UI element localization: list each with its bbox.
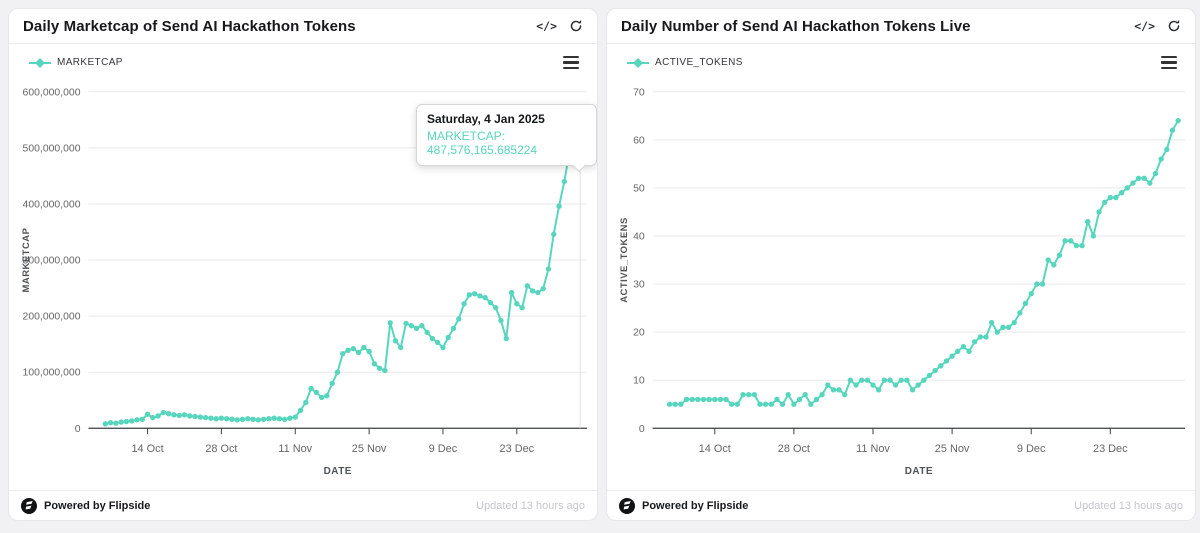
powered-by-label: Powered by Flipside	[642, 499, 749, 512]
svg-text:28 Oct: 28 Oct	[778, 443, 810, 455]
hamburger-menu-icon[interactable]	[1159, 54, 1179, 71]
refresh-icon[interactable]	[1167, 19, 1181, 33]
svg-text:600,000,000: 600,000,000	[23, 87, 81, 98]
svg-text:14 Oct: 14 Oct	[699, 443, 731, 455]
chart-title: Daily Number of Send AI Hackathon Tokens…	[621, 17, 971, 35]
svg-text:11 Nov: 11 Nov	[278, 443, 312, 455]
marketcap-chart-card: Daily Marketcap of Send AI Hackathon Tok…	[8, 8, 598, 521]
svg-text:100,000,000: 100,000,000	[23, 368, 81, 379]
line-series	[104, 150, 582, 425]
svg-text:30: 30	[633, 280, 645, 291]
svg-text:DATE: DATE	[324, 466, 352, 477]
svg-text:23 Dec: 23 Dec	[500, 443, 535, 455]
code-icon[interactable]: </>	[536, 19, 557, 33]
powered-by-label: Powered by Flipside	[44, 499, 151, 512]
flipside-logo-icon	[21, 497, 37, 514]
card-header: Daily Number of Send AI Hackathon Tokens…	[607, 9, 1195, 44]
svg-text:500,000,000: 500,000,000	[23, 143, 81, 154]
svg-text:70: 70	[633, 87, 645, 98]
svg-text:25 Nov: 25 Nov	[352, 443, 387, 455]
code-icon[interactable]: </>	[1134, 19, 1155, 33]
svg-text:50: 50	[633, 183, 645, 194]
svg-text:DATE: DATE	[905, 466, 933, 477]
svg-text:ACTIVE_TOKENS: ACTIVE_TOKENS	[619, 217, 630, 303]
svg-text:14 Oct: 14 Oct	[131, 443, 163, 455]
svg-text:11 Nov: 11 Nov	[856, 443, 890, 455]
card-footer: Powered by Flipside Updated 13 hours ago	[607, 490, 1195, 520]
legend-label: MARKETCAP	[57, 57, 123, 69]
active-tokens-chart-card: Daily Number of Send AI Hackathon Tokens…	[606, 8, 1196, 521]
svg-text:0: 0	[75, 424, 81, 435]
active-tokens-line-chart[interactable]: 0 10 20 30 40 50 60 70 14 Oct 28 Oct 11 Nov 25 Nov 9…	[607, 44, 1195, 490]
legend-marker-icon	[29, 57, 51, 68]
legend-label: ACTIVE_TOKENS	[655, 57, 743, 69]
svg-text:60: 60	[633, 135, 645, 146]
card-footer: Powered by Flipside Updated 13 hours ago	[9, 490, 597, 520]
line-series	[668, 119, 1180, 406]
svg-text:200,000,000: 200,000,000	[23, 312, 81, 323]
svg-text:9 Dec: 9 Dec	[429, 443, 458, 455]
chart-title: Daily Marketcap of Send AI Hackathon Tok…	[23, 17, 356, 35]
updated-timestamp: Updated 13 hours ago	[1074, 499, 1183, 512]
svg-text:23 Dec: 23 Dec	[1093, 443, 1128, 455]
svg-text:10: 10	[633, 376, 645, 387]
legend-item-marketcap[interactable]: MARKETCAP	[29, 57, 123, 68]
refresh-icon[interactable]	[569, 19, 583, 33]
svg-text:9 Dec: 9 Dec	[1017, 443, 1046, 455]
svg-text:0: 0	[639, 424, 645, 435]
svg-text:400,000,000: 400,000,000	[23, 199, 81, 210]
card-header: Daily Marketcap of Send AI Hackathon Tok…	[9, 9, 597, 44]
svg-text:300,000,000: 300,000,000	[23, 256, 81, 267]
powered-by-flipside-link[interactable]: Powered by Flipside	[619, 497, 749, 514]
flipside-logo-icon	[619, 497, 635, 514]
hamburger-menu-icon[interactable]	[561, 54, 581, 71]
chart-area-active-tokens[interactable]: ACTIVE_TOKENS 0 10 20 30 40 50 60 70 14 Oct 28 Oc…	[607, 44, 1195, 490]
hovered-point	[576, 151, 584, 159]
legend-marker-icon	[627, 57, 649, 68]
powered-by-flipside-link[interactable]: Powered by Flipside	[21, 497, 151, 514]
marketcap-line-chart[interactable]: 0 100,000,000 200,000,000 300,000,000 400,00…	[9, 44, 597, 490]
chart-area-marketcap[interactable]: MARKETCAP 0 100,000,000 200,000,000 300,000…	[9, 44, 597, 490]
svg-text:20: 20	[633, 328, 645, 339]
svg-text:40: 40	[633, 231, 645, 242]
updated-timestamp: Updated 13 hours ago	[476, 499, 585, 512]
svg-text:MARKETCAP: MARKETCAP	[21, 228, 32, 293]
svg-text:25 Nov: 25 Nov	[935, 443, 970, 455]
svg-text:28 Oct: 28 Oct	[205, 443, 237, 455]
legend-item-active-tokens[interactable]: ACTIVE_TOKENS	[627, 57, 743, 68]
